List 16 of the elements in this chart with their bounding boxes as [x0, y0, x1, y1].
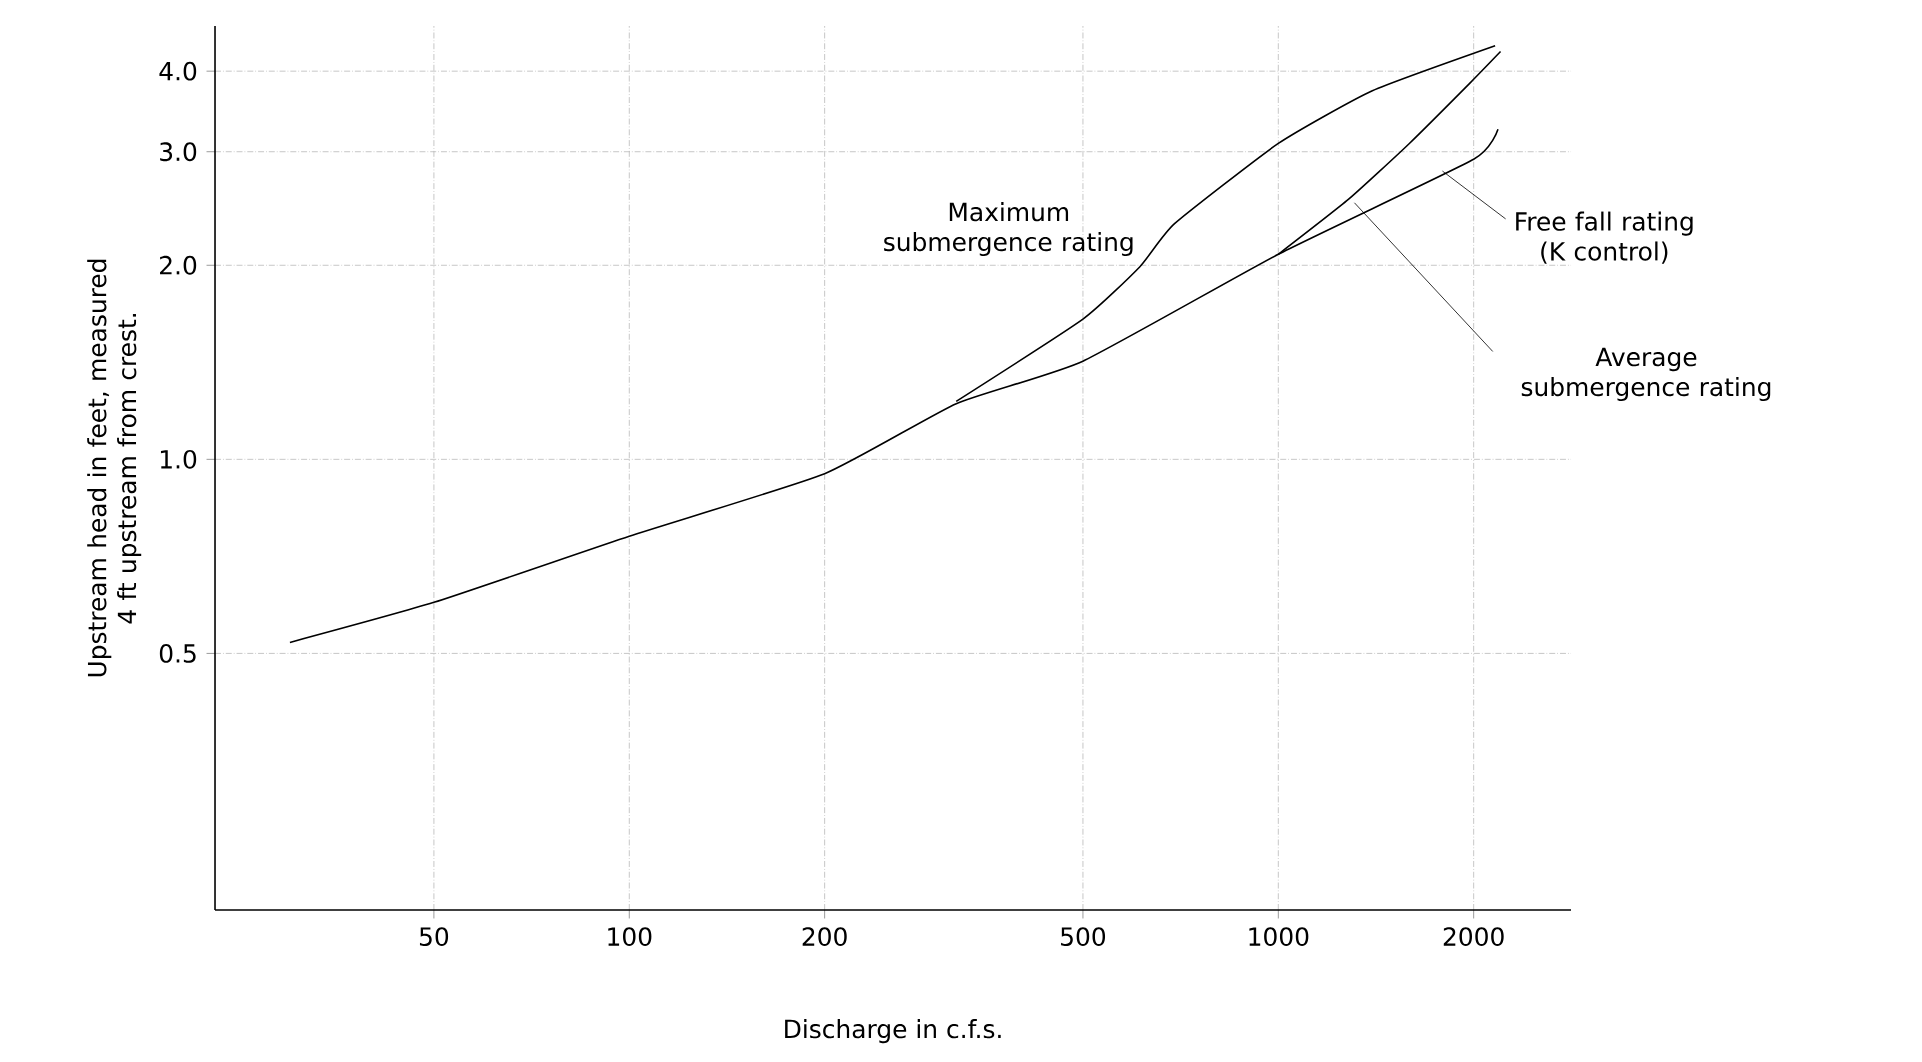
text: Free fall rating (K control) [1516, 211, 1693, 264]
x-axis-title: Discharge in c.f.s. [785, 1019, 1001, 1044]
x-tick-label: 2000 [1443, 927, 1504, 947]
x-tick-label: 1000 [1249, 927, 1309, 947]
y-tick-label: 1.0 [160, 449, 197, 469]
y-tick-label: 4.0 [159, 61, 197, 81]
series-label: Maximum submergence rating [884, 202, 1133, 257]
x-tick-label: 100 [608, 927, 652, 947]
y-tick-label: 0.5 [159, 643, 196, 663]
text: Average submergence rating [1521, 347, 1771, 402]
y-axis-title: Upstream head in feet, measured 4 ft upstream from crest. [87, 259, 142, 677]
x-tick-label: 500 [1061, 927, 1106, 947]
x-tick-label: 50 [419, 927, 449, 947]
x-tick-label: 200 [802, 927, 847, 947]
y-tick-label: 3.0 [160, 142, 197, 162]
y-tick-label: 2.0 [160, 255, 197, 275]
